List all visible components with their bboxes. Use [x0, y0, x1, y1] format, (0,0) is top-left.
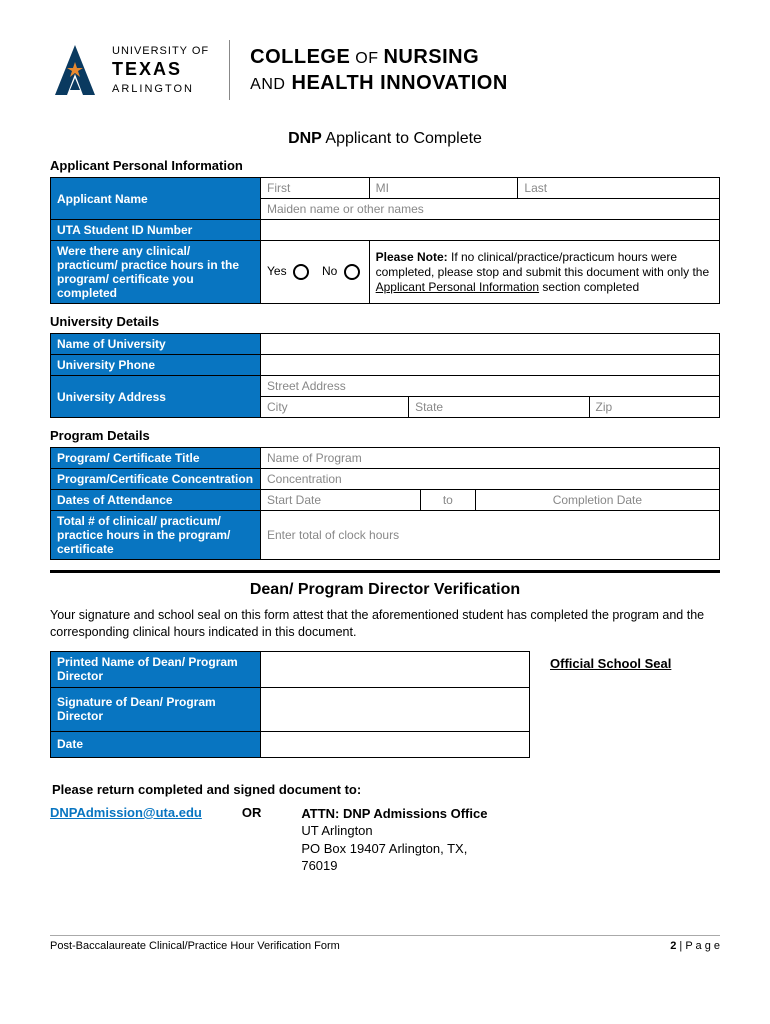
health-innovation: HEALTH INNOVATION — [285, 72, 507, 94]
univ-name-field[interactable] — [261, 334, 720, 355]
prog-title-label: Program/ Certificate Title — [51, 448, 261, 469]
univ-name-label: Name of University — [51, 334, 261, 355]
section-university-heading: University Details — [50, 314, 720, 329]
return-row: DNPAdmission@uta.edu OR ATTN: DNP Admiss… — [50, 805, 720, 875]
hours-field[interactable]: Enter total of clock hours — [261, 511, 720, 560]
page-number: 2 | P a g e — [670, 940, 720, 952]
title-rest: Applicant to Complete — [322, 130, 482, 147]
student-id-label: UTA Student ID Number — [51, 220, 261, 241]
college-word: COLLEGE — [250, 46, 350, 68]
page-header: UNIVERSITY OF TEXAS ARLINGTON COLLEGE OF… — [50, 40, 720, 100]
addr-l3: 76019 — [301, 857, 487, 875]
of-word: OF — [350, 50, 383, 67]
prog-conc-field[interactable]: Concentration — [261, 469, 720, 490]
addr-l1: UT Arlington — [301, 822, 487, 840]
state-field[interactable]: State — [409, 397, 589, 418]
note-underline: Applicant Personal Information — [376, 280, 539, 294]
uta-logo: UNIVERSITY OF TEXAS ARLINGTON — [50, 40, 209, 100]
section-program-heading: Program Details — [50, 428, 720, 443]
section-personal-heading: Applicant Personal Information — [50, 158, 720, 173]
logo-text: UNIVERSITY OF TEXAS ARLINGTON — [112, 44, 209, 96]
printed-name-label: Printed Name of Dean/ Program Director — [51, 651, 261, 687]
thick-divider — [50, 570, 720, 573]
student-id-field[interactable] — [261, 220, 720, 241]
logo-a-icon — [50, 40, 100, 100]
texas: TEXAS — [112, 58, 209, 81]
univ-phone-label: University Phone — [51, 355, 261, 376]
email-link[interactable]: DNPAdmission@uta.edu — [50, 805, 202, 875]
univ-phone-field[interactable] — [261, 355, 720, 376]
title-bold: DNP — [288, 130, 322, 147]
verification-text: Your signature and school seal on this f… — [50, 607, 720, 641]
university-of: UNIVERSITY OF — [112, 44, 209, 58]
maiden-field[interactable]: Maiden name or other names — [261, 199, 720, 220]
yes-radio[interactable] — [293, 264, 309, 280]
first-field[interactable]: First — [261, 178, 370, 199]
zip-field[interactable]: Zip — [589, 397, 720, 418]
no-radio[interactable] — [344, 264, 360, 280]
street-field[interactable]: Street Address — [261, 376, 720, 397]
verification-title: Dean/ Program Director Verification — [50, 581, 720, 599]
note-bold: Please Note: — [376, 250, 448, 264]
signature-field[interactable] — [261, 687, 530, 731]
nursing-word: NURSING — [383, 46, 479, 68]
no-label: No — [322, 264, 337, 278]
mi-field[interactable]: MI — [369, 178, 518, 199]
yes-no-cell: Yes No — [261, 241, 370, 304]
completion-date-field[interactable]: Completion Date — [475, 490, 719, 511]
date-label: Date — [51, 731, 261, 757]
univ-address-label: University Address — [51, 376, 261, 418]
prog-title-field[interactable]: Name of Program — [261, 448, 720, 469]
verification-table: Printed Name of Dean/ Program Director S… — [50, 651, 530, 758]
program-table: Program/ Certificate Title Name of Progr… — [50, 447, 720, 560]
page-footer: Post-Baccalaureate Clinical/Practice Hou… — [50, 935, 720, 952]
date-field[interactable] — [261, 731, 530, 757]
or-label: OR — [242, 805, 262, 875]
college-title: COLLEGE OF NURSING AND HEALTH INNOVATION — [250, 44, 508, 96]
header-divider — [229, 40, 230, 100]
applicant-name-label: Applicant Name — [51, 178, 261, 220]
start-date-field[interactable]: Start Date — [261, 490, 421, 511]
please-note-cell: Please Note: If no clinical/practice/pra… — [369, 241, 719, 304]
arlington: ARLINGTON — [112, 82, 209, 96]
clinical-question-label: Were there any clinical/ practicum/ prac… — [51, 241, 261, 304]
university-table: Name of University University Phone Univ… — [50, 333, 720, 418]
last-field[interactable]: Last — [518, 178, 720, 199]
personal-info-table: Applicant Name First MI Last Maiden name… — [50, 177, 720, 304]
yes-label: Yes — [267, 264, 287, 278]
footer-left: Post-Baccalaureate Clinical/Practice Hou… — [50, 940, 340, 952]
printed-name-field[interactable] — [261, 651, 530, 687]
note-tail: section completed — [539, 280, 639, 294]
signature-label: Signature of Dean/ Program Director — [51, 687, 261, 731]
hours-label: Total # of clinical/ practicum/ practice… — [51, 511, 261, 560]
verification-wrap: Printed Name of Dean/ Program Director S… — [50, 651, 720, 768]
and-word: AND — [250, 76, 285, 93]
addr-l2: PO Box 19407 Arlington, TX, — [301, 840, 487, 858]
attn-line: ATTN: DNP Admissions Office — [301, 805, 487, 823]
to-label: to — [420, 490, 475, 511]
prog-conc-label: Program/Certificate Concentration — [51, 469, 261, 490]
form-title: DNP Applicant to Complete — [50, 130, 720, 148]
page-label: | P a g e — [676, 940, 720, 952]
official-seal-label: Official School Seal — [550, 651, 671, 671]
city-field[interactable]: City — [261, 397, 409, 418]
dates-label: Dates of Attendance — [51, 490, 261, 511]
address-block: ATTN: DNP Admissions Office UT Arlington… — [301, 805, 487, 875]
return-heading: Please return completed and signed docum… — [52, 782, 720, 797]
